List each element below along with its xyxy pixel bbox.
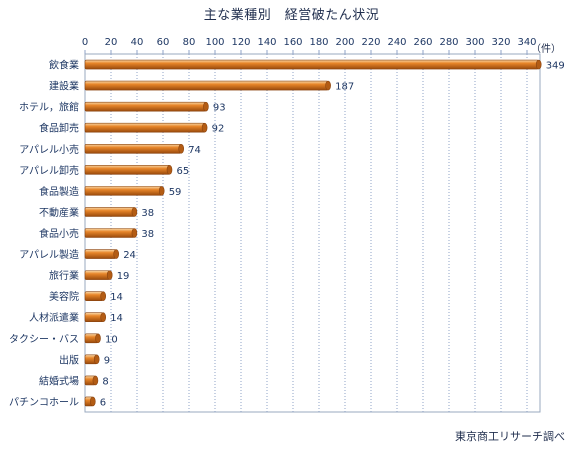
category-label: 食品製造 (39, 185, 79, 198)
x-tick-label: 260 (413, 37, 432, 48)
bar-end-cap (100, 291, 106, 301)
data-label: 93 (213, 103, 226, 114)
x-tick-label: 80 (183, 37, 196, 48)
data-label: 59 (169, 187, 182, 198)
bar-end-cap (93, 354, 100, 365)
category-label: 不動産業 (39, 206, 79, 219)
bar (84, 143, 182, 154)
x-tick-label: 180 (309, 37, 328, 48)
source-note: 東京商工リサーチ調べ (455, 430, 565, 443)
data-label: 349 (546, 61, 565, 72)
bar (84, 165, 170, 175)
category-label: 建設業 (49, 80, 79, 93)
data-label: 24 (123, 250, 136, 261)
bar (84, 59, 540, 70)
x-tick-label: 120 (231, 37, 250, 48)
bar-end-cap (92, 375, 99, 386)
category-label: アパレル製造 (19, 248, 79, 261)
data-label: 65 (177, 166, 190, 177)
category-label: ホテル，旅館 (19, 101, 79, 114)
bar-end-cap (535, 59, 542, 70)
bar (84, 207, 135, 217)
category-label: アパレル小売 (19, 143, 79, 156)
bar-end-cap (158, 186, 165, 196)
data-label: 187 (335, 82, 354, 93)
data-label: 6 (100, 397, 106, 408)
bar (84, 122, 205, 133)
bar (84, 80, 329, 91)
unit-label: （件） (531, 44, 561, 55)
data-label: 14 (110, 313, 123, 324)
data-label: 10 (105, 334, 118, 345)
x-tick-label: 140 (257, 37, 276, 48)
bar-end-cap (201, 122, 208, 133)
bar-end-cap (325, 80, 331, 91)
data-label: 14 (110, 292, 123, 303)
bar-end-cap (100, 312, 106, 323)
data-label: 19 (117, 271, 130, 282)
bar (84, 186, 162, 196)
data-label: 92 (212, 124, 225, 135)
x-tick-label: 100 (205, 37, 224, 48)
category-label: 食品卸売 (39, 122, 79, 135)
data-label: 9 (104, 355, 110, 366)
bar-end-cap (203, 101, 209, 112)
category-label: タクシー・バス (9, 333, 79, 345)
x-tick-label: 0 (82, 37, 88, 48)
bar-end-cap (131, 207, 138, 217)
category-label: 旅行業 (49, 269, 79, 282)
x-tick-label: 240 (387, 37, 406, 48)
data-label: 8 (102, 376, 108, 387)
x-tick-label: 320 (491, 37, 510, 48)
category-label: 結婚式場 (39, 374, 79, 387)
data-label: 74 (188, 145, 201, 156)
x-tick-label: 40 (131, 37, 144, 48)
category-label: 飲食業 (49, 59, 79, 72)
bar-end-cap (106, 270, 113, 280)
bar (84, 101, 207, 112)
x-tick-label: 220 (361, 37, 380, 48)
category-label: パチンコホール (9, 396, 79, 408)
x-tick-label: 300 (465, 37, 484, 48)
bar (84, 249, 117, 259)
bar-end-cap (178, 143, 184, 154)
x-tick-label: 340 (517, 37, 536, 48)
bar-end-cap (95, 333, 101, 344)
bar (84, 228, 135, 238)
bar-end-cap (90, 396, 96, 407)
category-label: 食品小売 (39, 227, 79, 240)
data-label: 38 (141, 208, 154, 219)
category-label: 美容院 (49, 290, 79, 303)
chart-title: 主な業種別 経営破たん状況 (203, 8, 380, 23)
bar-end-cap (113, 249, 119, 259)
category-label: 出版 (59, 353, 79, 366)
data-label: 38 (141, 229, 154, 240)
bar (84, 270, 111, 280)
x-tick-label: 200 (335, 37, 354, 48)
category-label: 人材派遣業 (29, 311, 79, 324)
category-label: アパレル卸売 (19, 164, 79, 177)
bar-end-cap (166, 165, 173, 175)
x-tick-label: 20 (105, 37, 118, 48)
x-tick-label: 160 (283, 37, 302, 48)
bar-end-cap (131, 228, 138, 238)
x-tick-label: 60 (157, 37, 170, 48)
x-tick-label: 280 (439, 37, 458, 48)
